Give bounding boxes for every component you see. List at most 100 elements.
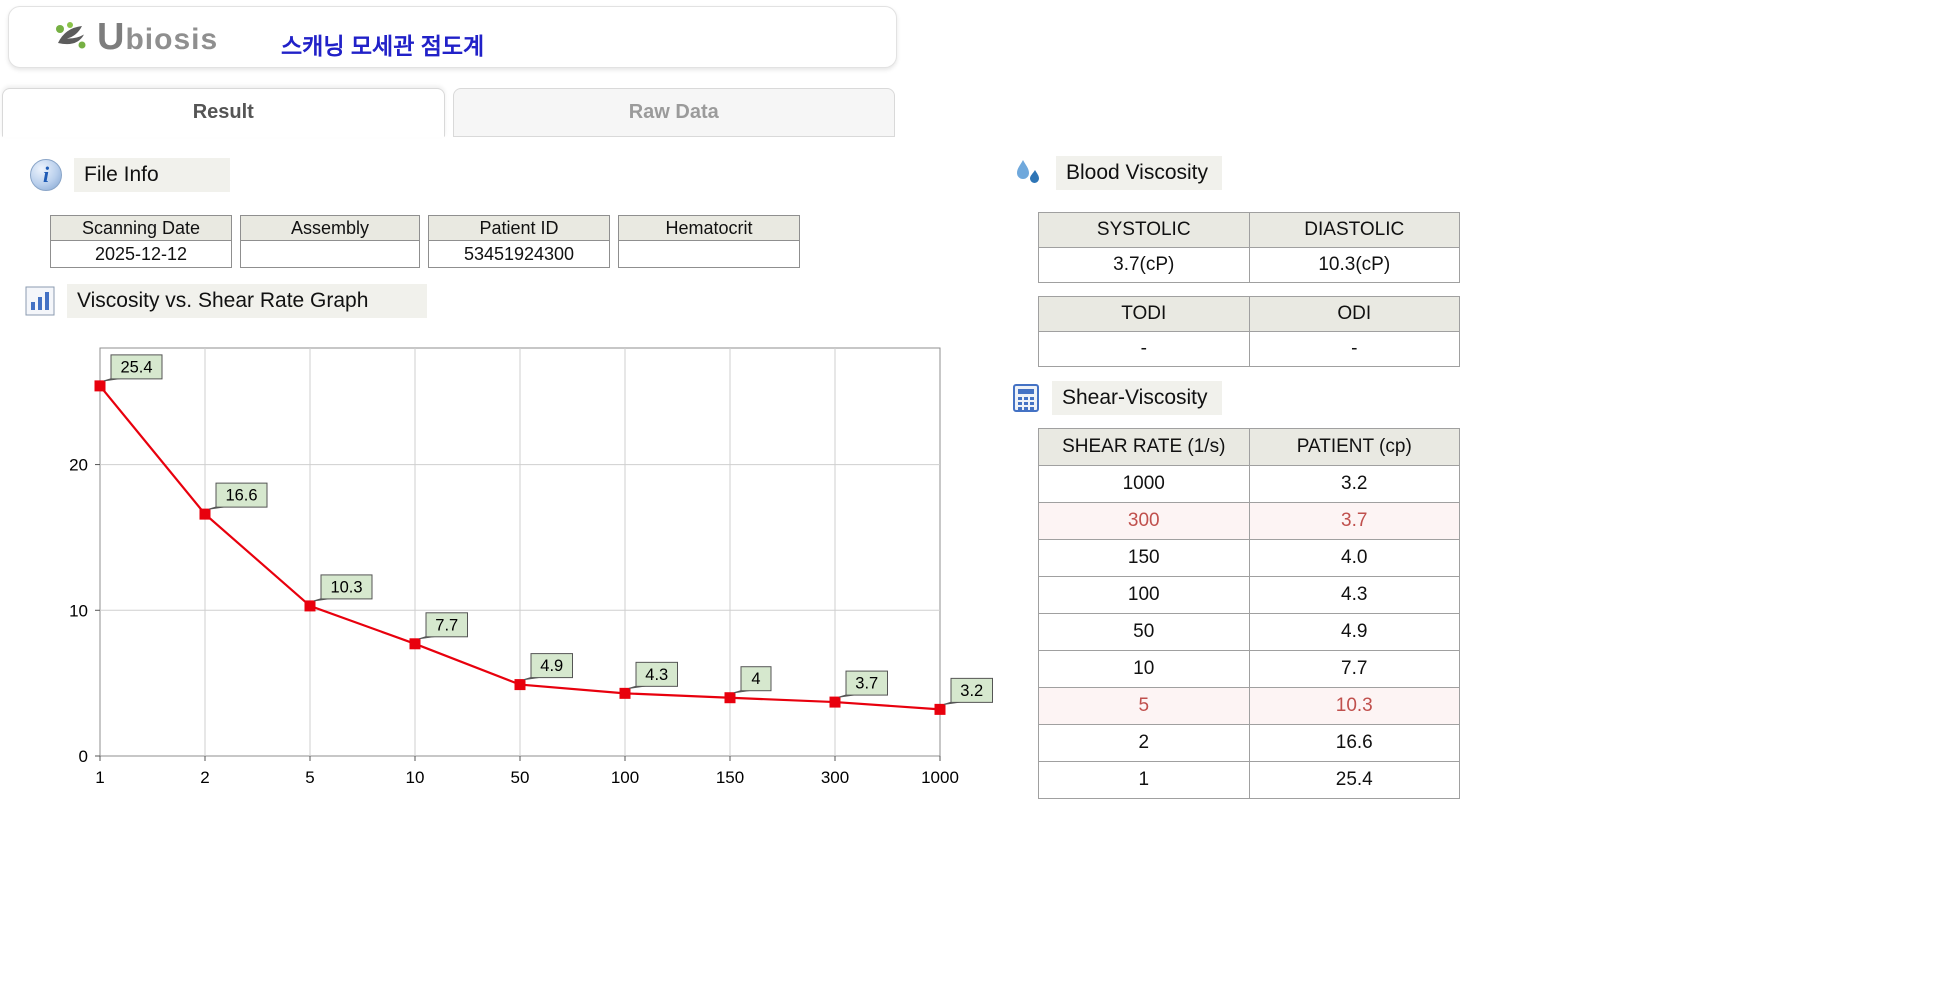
shear-viscosity-row: 50 4.9 [1038, 613, 1460, 651]
tab-raw-data[interactable]: Raw Data [452, 88, 895, 137]
blood-viscosity-section-header: Blood Viscosity [1012, 156, 1223, 190]
patient-cell: 4.3 [1248, 576, 1460, 614]
todi-odi-table: TODI ODI - - [1038, 296, 1460, 367]
svg-text:7.7: 7.7 [435, 616, 458, 634]
patient-cell: 10.3 [1248, 687, 1460, 725]
info-icon: i [30, 159, 62, 191]
shear-viscosity-row: 300 3.7 [1038, 502, 1460, 540]
patient-id-value: 53451924300 [428, 241, 610, 268]
shear-viscosity-row: 150 4.0 [1038, 539, 1460, 577]
patient-cell: 7.7 [1248, 650, 1460, 688]
svg-text:4: 4 [751, 670, 760, 688]
odi-value: - [1248, 331, 1460, 367]
graph-title: Viscosity vs. Shear Rate Graph [67, 284, 427, 318]
tab-result[interactable]: Result [2, 88, 445, 137]
file-info-label: Patient ID [428, 215, 610, 241]
svg-text:10.3: 10.3 [330, 578, 362, 596]
svg-text:5: 5 [305, 768, 314, 787]
todi-header: TODI [1038, 296, 1250, 332]
shear-rate-cell: 300 [1038, 502, 1250, 540]
shear-rate-cell: 5 [1038, 687, 1250, 725]
shear-rate-header: SHEAR RATE (1/s) [1038, 428, 1250, 466]
file-info-label: Assembly [240, 215, 420, 241]
blood-viscosity-title: Blood Viscosity [1056, 156, 1223, 190]
file-info-label: Scanning Date [50, 215, 232, 241]
shear-rate-cell: 2 [1038, 724, 1250, 762]
shear-rate-cell: 100 [1038, 576, 1250, 614]
svg-text:3.7: 3.7 [855, 675, 878, 693]
diastolic-header: DIASTOLIC [1248, 212, 1460, 248]
table-header-row: SHEAR RATE (1/s) PATIENT (cp) [1038, 428, 1460, 466]
patient-cell: 4.9 [1248, 613, 1460, 651]
svg-text:25.4: 25.4 [120, 358, 152, 376]
svg-text:16.6: 16.6 [225, 487, 257, 505]
patient-cell: 16.6 [1248, 724, 1460, 762]
file-info-section-header: i File Info [30, 158, 230, 192]
logo-text: Ubiosis [97, 15, 219, 58]
shear-viscosity-table: SHEAR RATE (1/s) PATIENT (cp) 1000 3.2 300… [1038, 428, 1460, 799]
bar-chart-icon [25, 286, 55, 316]
shear-viscosity-title: Shear-Viscosity [1052, 381, 1222, 415]
table-row: - - [1038, 331, 1460, 367]
svg-text:0: 0 [79, 747, 88, 766]
hematocrit-value [618, 241, 800, 268]
shear-viscosity-section-header: Shear-Viscosity [1012, 381, 1222, 415]
graph-section-header: Viscosity vs. Shear Rate Graph [25, 284, 427, 318]
file-info-col-scanning-date: Scanning Date 2025-12-12 [50, 215, 232, 268]
file-info-col-patient-id: Patient ID 53451924300 [428, 215, 610, 268]
svg-text:2: 2 [200, 768, 209, 787]
shear-rate-cell: 50 [1038, 613, 1250, 651]
svg-text:10: 10 [69, 601, 88, 620]
patient-cell: 3.7 [1248, 502, 1460, 540]
patient-cell: 25.4 [1248, 761, 1460, 799]
shear-rate-cell: 10 [1038, 650, 1250, 688]
svg-text:4.3: 4.3 [645, 666, 668, 684]
droplets-icon [1012, 157, 1044, 189]
svg-text:3.2: 3.2 [960, 682, 983, 700]
tab-bar: Result Raw Data [2, 88, 895, 137]
calculator-icon [1012, 383, 1040, 413]
shear-rate-cell: 1000 [1038, 465, 1250, 503]
svg-text:100: 100 [611, 768, 639, 787]
file-info-table: Scanning Date 2025-12-12 Assembly Patien… [50, 215, 800, 268]
table-row: 3.7(cP) 10.3(cP) [1038, 247, 1460, 283]
assembly-value [240, 241, 420, 268]
shear-viscosity-row: 10 7.7 [1038, 650, 1460, 688]
svg-text:150: 150 [716, 768, 744, 787]
svg-text:50: 50 [511, 768, 530, 787]
patient-cell: 4.0 [1248, 539, 1460, 577]
systolic-value: 3.7(cP) [1038, 247, 1250, 283]
shear-viscosity-row: 100 4.3 [1038, 576, 1460, 614]
svg-text:1000: 1000 [921, 768, 959, 787]
shear-rate-cell: 1 [1038, 761, 1250, 799]
odi-header: ODI [1248, 296, 1460, 332]
svg-text:300: 300 [821, 768, 849, 787]
file-info-col-hematocrit: Hematocrit [618, 215, 800, 268]
file-info-label: Hematocrit [618, 215, 800, 241]
table-row: TODI ODI [1038, 296, 1460, 332]
scanning-date-value: 2025-12-12 [50, 241, 232, 268]
patient-header: PATIENT (cp) [1248, 428, 1460, 466]
ubiosis-leaf-icon [51, 20, 91, 54]
svg-text:20: 20 [69, 456, 88, 475]
svg-text:1: 1 [95, 768, 104, 787]
shear-viscosity-row: 2 16.6 [1038, 724, 1460, 762]
shear-viscosity-row: 5 10.3 [1038, 687, 1460, 725]
svg-text:10: 10 [406, 768, 425, 787]
page-title: 스캐닝 모세관 점도계 [281, 33, 485, 59]
patient-cell: 3.2 [1248, 465, 1460, 503]
shear-viscosity-row: 1 25.4 [1038, 761, 1460, 799]
svg-text:4.9: 4.9 [540, 657, 563, 675]
file-info-title: File Info [74, 158, 230, 192]
shear-viscosity-row: 1000 3.2 [1038, 465, 1460, 503]
app-header: Ubiosis 스캐닝 모세관 점도계 [8, 6, 897, 68]
table-row: SYSTOLIC DIASTOLIC [1038, 212, 1460, 248]
file-info-col-assembly: Assembly [240, 215, 420, 268]
ubiosis-logo: Ubiosis [51, 16, 218, 59]
shear-rate-cell: 150 [1038, 539, 1250, 577]
systolic-header: SYSTOLIC [1038, 212, 1250, 248]
blood-viscosity-table: SYSTOLIC DIASTOLIC 3.7(cP) 10.3(cP) [1038, 212, 1460, 283]
diastolic-value: 10.3(cP) [1248, 247, 1460, 283]
viscosity-chart: 0 10 20 1 2 5 10 50 100 150 300 1000 25.4 16.6 10.3 7.7… [69, 347, 993, 787]
todi-value: - [1038, 331, 1250, 367]
